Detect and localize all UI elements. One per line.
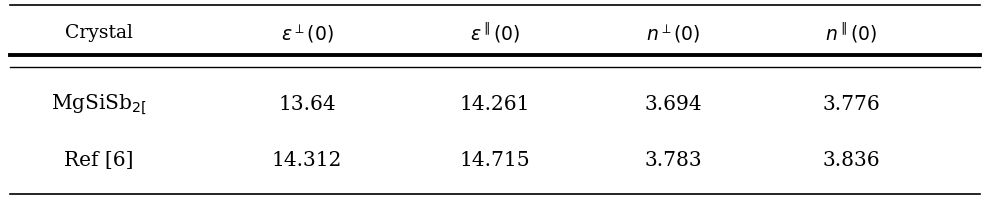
Text: $\varepsilon^{\parallel}(0)$: $\varepsilon^{\parallel}(0)$ — [470, 21, 520, 45]
Text: 14.715: 14.715 — [459, 151, 531, 169]
Text: $\varepsilon^{\perp}(0)$: $\varepsilon^{\perp}(0)$ — [280, 22, 334, 44]
Text: 3.836: 3.836 — [823, 151, 880, 169]
Text: MgSiSb$_{2[}$: MgSiSb$_{2[}$ — [51, 92, 147, 116]
Text: 13.64: 13.64 — [278, 95, 336, 113]
Text: 14.312: 14.312 — [271, 151, 343, 169]
Text: Ref [6]: Ref [6] — [64, 151, 134, 169]
Text: $n^{\perp}(0)$: $n^{\perp}(0)$ — [646, 22, 700, 44]
Text: 3.694: 3.694 — [644, 95, 702, 113]
Text: 14.261: 14.261 — [459, 95, 531, 113]
Text: Crystal: Crystal — [65, 24, 133, 42]
Text: 3.783: 3.783 — [644, 151, 702, 169]
Text: 3.776: 3.776 — [823, 95, 880, 113]
Text: $n^{\parallel}(0)$: $n^{\parallel}(0)$ — [826, 21, 877, 45]
